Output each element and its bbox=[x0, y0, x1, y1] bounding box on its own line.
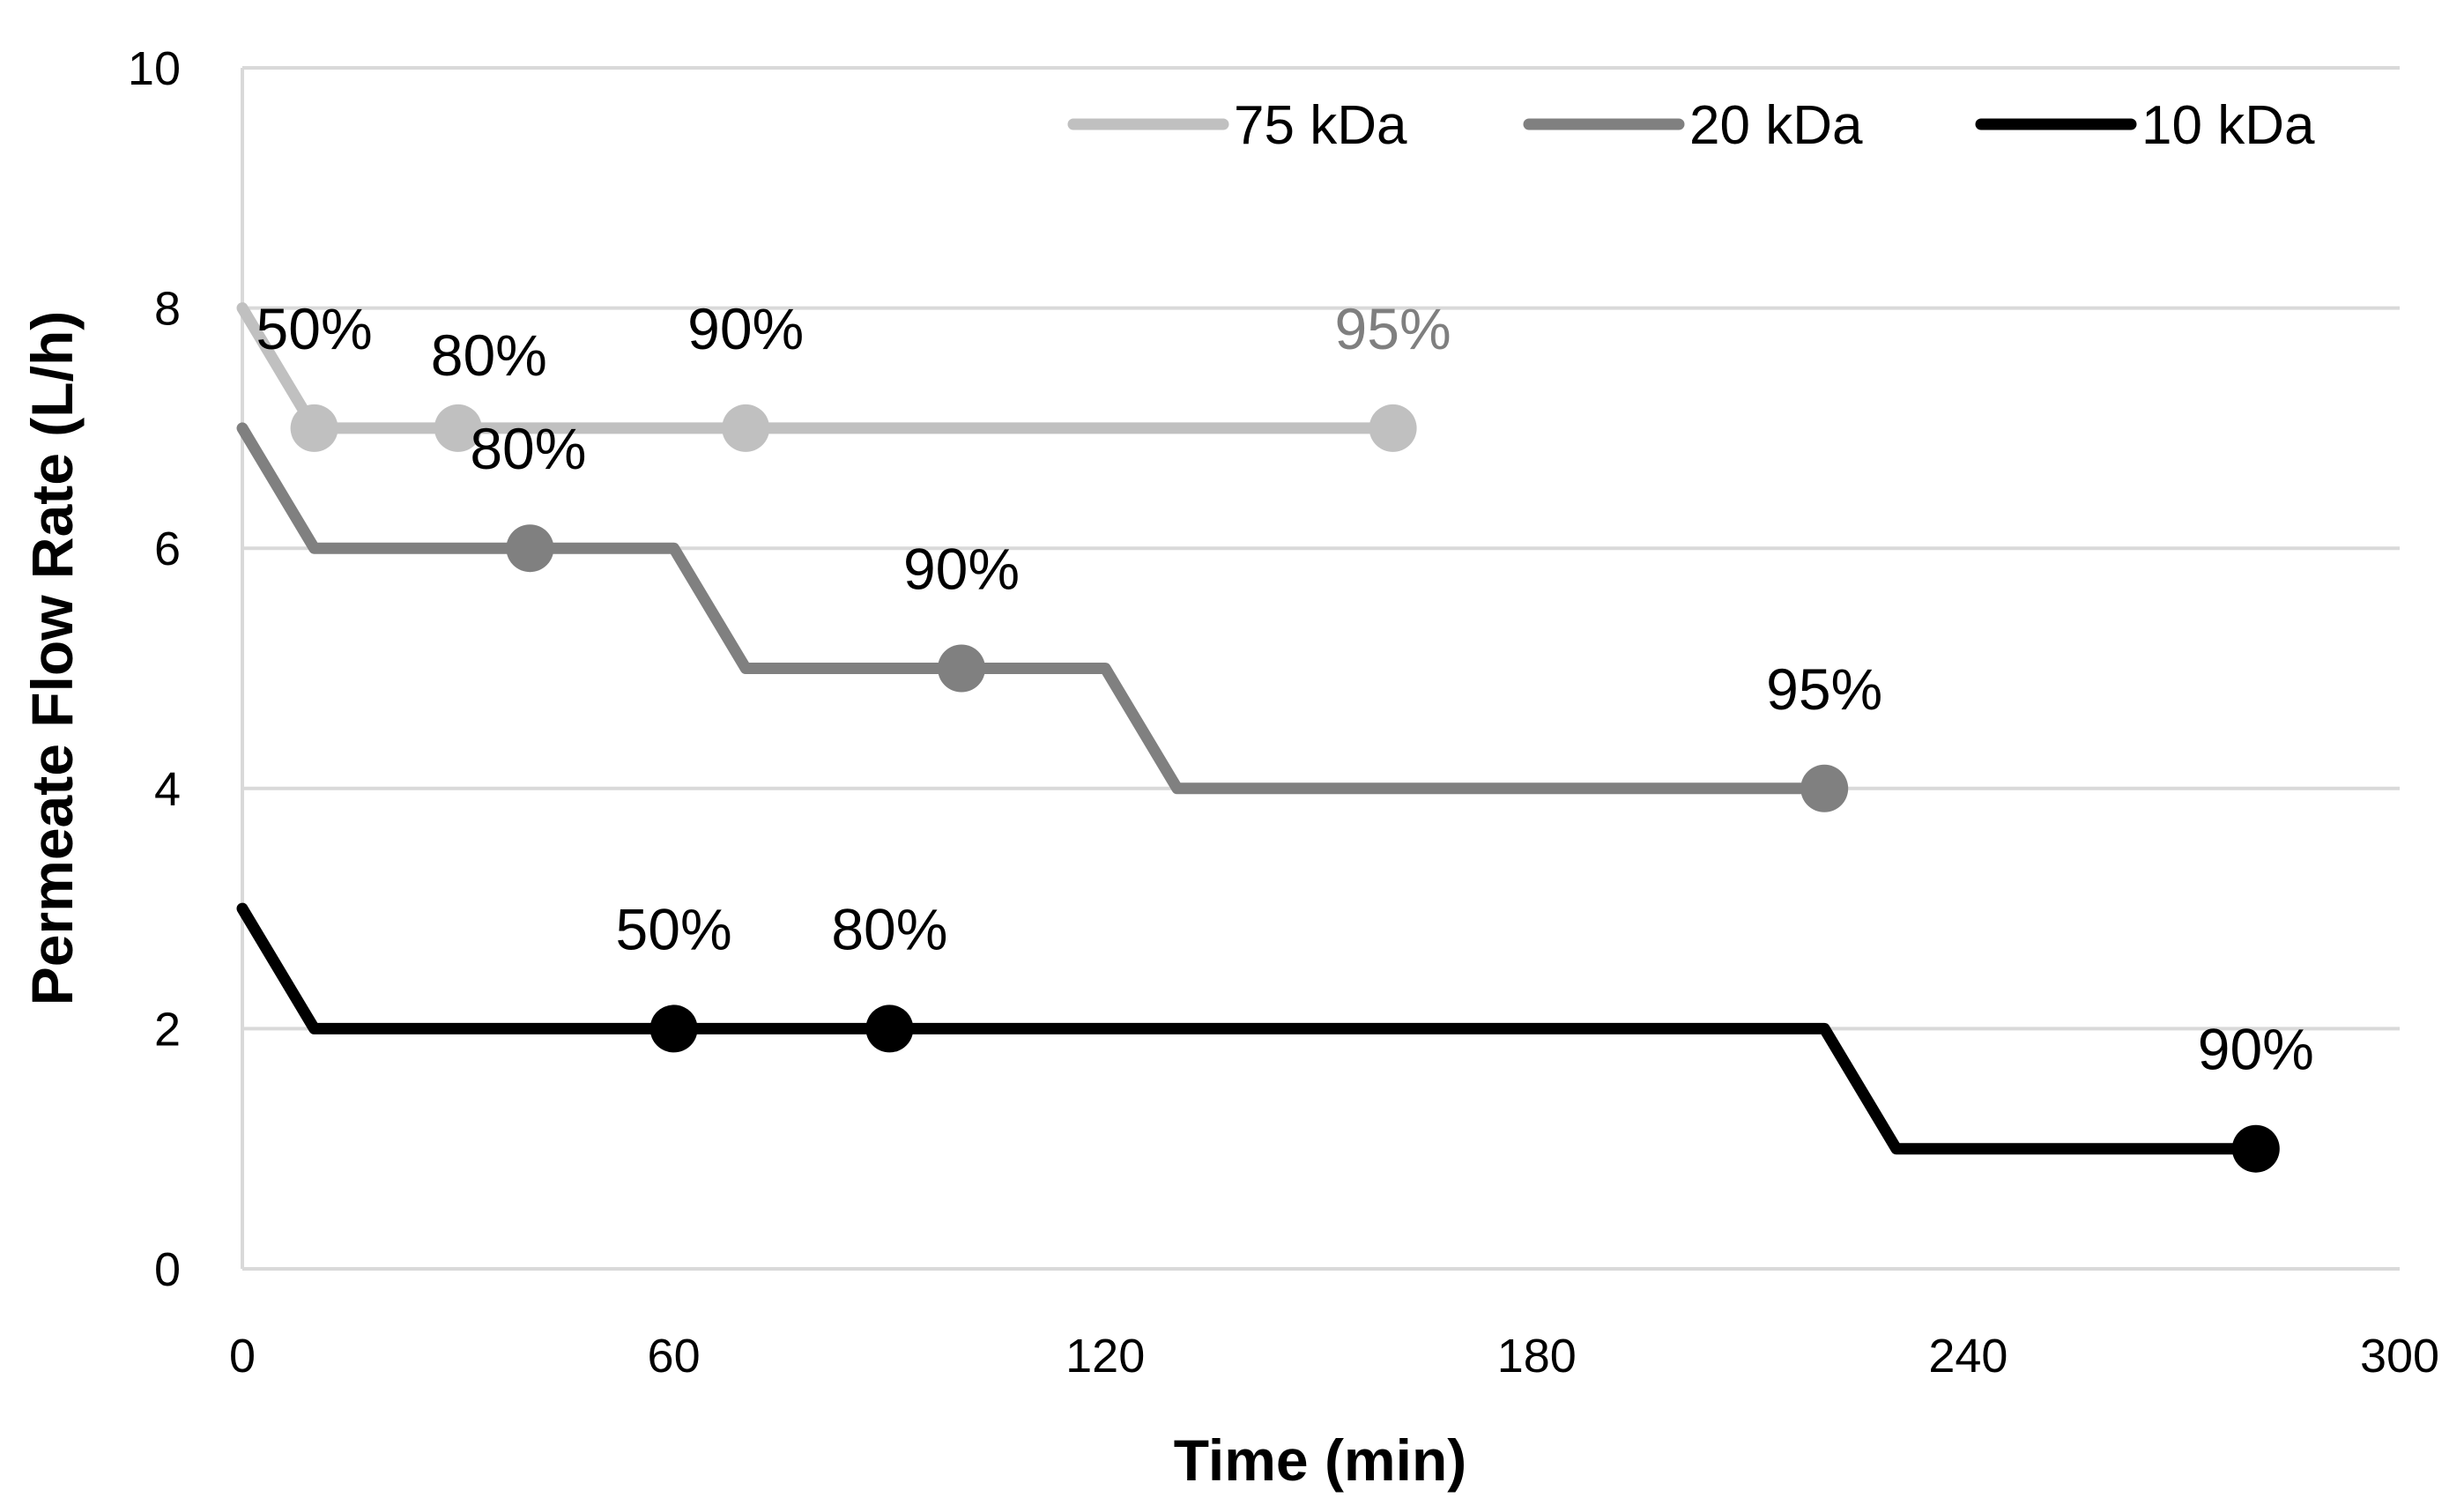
data-label-75-kda: 95% bbox=[1335, 296, 1451, 361]
legend-label-10-kda: 10 kDa bbox=[2141, 95, 2315, 156]
y-tick-label: 4 bbox=[154, 763, 181, 816]
x-tick-label: 0 bbox=[229, 1330, 256, 1383]
legend-label-20-kda: 20 kDa bbox=[1689, 95, 1863, 156]
y-tick-label: 2 bbox=[154, 1003, 181, 1056]
data-label-75-kda: 90% bbox=[687, 296, 804, 361]
y-tick-label: 0 bbox=[154, 1243, 181, 1296]
data-point-75-kda bbox=[722, 404, 770, 452]
data-point-75-kda bbox=[290, 404, 338, 452]
data-label-20-kda: 90% bbox=[903, 537, 1020, 602]
y-tick-label: 10 bbox=[128, 42, 181, 95]
series-line-20-kda bbox=[236, 422, 1830, 795]
legend-label-75-kda: 75 kDa bbox=[1234, 95, 1407, 156]
data-point-75-kda bbox=[434, 404, 482, 452]
y-tick-label: 8 bbox=[154, 283, 181, 336]
series bbox=[236, 302, 2280, 1173]
data-label-20-kda: 80% bbox=[470, 416, 586, 481]
x-tick-label: 240 bbox=[1928, 1330, 2008, 1383]
data-point-20-kda bbox=[506, 524, 554, 573]
y-axis-title: Permeate Flow Rate (L/h) bbox=[19, 311, 85, 1006]
x-tick-label: 300 bbox=[2360, 1330, 2439, 1383]
gridlines bbox=[242, 66, 2400, 1271]
data-label-10-kda: 90% bbox=[2198, 1017, 2314, 1082]
x-tick-label: 120 bbox=[1065, 1330, 1145, 1383]
data-label-10-kda: 80% bbox=[831, 896, 947, 961]
data-point-20-kda bbox=[938, 644, 985, 693]
data-label-75-kda: 80% bbox=[431, 322, 547, 388]
y-tick-label: 6 bbox=[154, 523, 181, 575]
series-line-75-kda bbox=[236, 302, 1399, 434]
data-label-20-kda: 95% bbox=[1766, 656, 1882, 722]
x-tick-label: 60 bbox=[648, 1330, 701, 1383]
data-label-75-kda: 50% bbox=[256, 296, 373, 361]
data-point-10-kda bbox=[649, 1005, 698, 1053]
series-line-10-kda bbox=[236, 902, 2262, 1155]
x-axis-title: Time (min) bbox=[1174, 1427, 1466, 1493]
axes: 0 2 4 6 8 10 0 60 120 180 240 300 bbox=[128, 42, 2439, 1383]
legend: 75 kDa 20 kDa 10 kDa bbox=[1067, 95, 2315, 156]
data-point-10-kda bbox=[865, 1005, 914, 1053]
data-point-20-kda bbox=[1800, 764, 1849, 812]
data-point-75-kda bbox=[1369, 404, 1417, 452]
data-point-10-kda bbox=[2231, 1124, 2280, 1173]
data-labels: 50% 80% 90% 95% 80% 90% 95% 50% 80% 90% bbox=[256, 296, 2314, 1082]
x-tick-label: 180 bbox=[1497, 1330, 1577, 1383]
data-label-10-kda: 50% bbox=[616, 896, 732, 961]
